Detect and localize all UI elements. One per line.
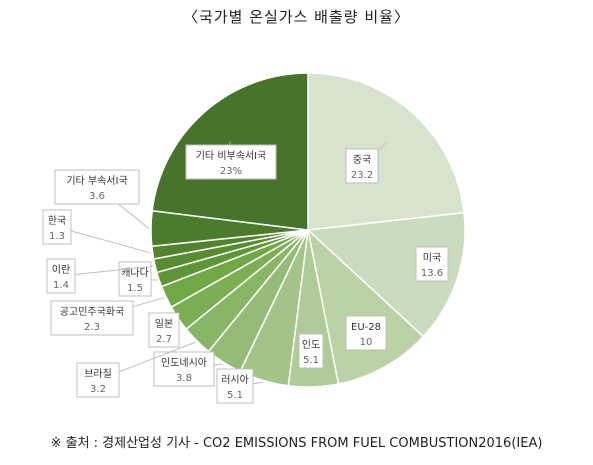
- callout-box: [148, 312, 180, 348]
- callout-leader: [60, 265, 154, 277]
- source-note: ※ 출처 : 경제산업성 기사 - CO2 EMISSIONS FROM FUE…: [50, 436, 543, 451]
- slice-value: 23%: [220, 166, 242, 177]
- callout-box: [76, 362, 120, 398]
- slice-value: 5.1: [303, 355, 319, 366]
- slice-value: 5.1: [227, 390, 243, 401]
- callout-box: [46, 258, 76, 294]
- slice-value: 1.4: [53, 280, 69, 291]
- slice-label: 인도네시아: [161, 357, 207, 369]
- slice-value: 3.2: [90, 384, 106, 395]
- callout-box: [42, 209, 72, 245]
- callout-box: [185, 144, 277, 180]
- pie-callouts: 중국 23.2 미국 13.6 EU-28 10 인도 5.1 러시아 5.1 인도네시아 3.8 브라…: [42, 141, 449, 404]
- callout-box: [345, 315, 387, 351]
- slice-value: 23.2: [351, 170, 373, 181]
- callout-box: [415, 246, 449, 282]
- callout-box: [54, 169, 140, 205]
- slice-value: 10: [360, 337, 373, 348]
- callout-box: [50, 300, 134, 336]
- slice-value: 3.6: [89, 191, 105, 202]
- slice-value: 13.6: [421, 268, 443, 279]
- callout-leader: [56, 226, 151, 254]
- slice-label: 한국: [48, 215, 66, 227]
- slice-label: 기타 비부속서I국: [196, 150, 267, 162]
- slice-label: 인도: [302, 339, 320, 351]
- callout-box: [153, 351, 215, 387]
- pie-slice: [306, 211, 466, 338]
- slice-label: 중국: [353, 154, 371, 166]
- slice-label: EU-28: [351, 322, 381, 333]
- pie-slice: [306, 227, 425, 385]
- pie-slices: [150, 72, 466, 388]
- slice-value: 2.3: [84, 322, 100, 333]
- callout-box: [298, 333, 324, 369]
- slice-label: 브라질: [84, 368, 112, 380]
- slice-label: 공고민주국화국: [60, 306, 124, 318]
- slice-value: 3.8: [176, 373, 192, 384]
- slice-value: 1.3: [49, 231, 65, 242]
- slice-label: 기타 부속서I국: [66, 175, 127, 187]
- slice-label: 캐나다: [121, 267, 149, 279]
- slice-label: 미국: [423, 252, 441, 264]
- slice-label: 이란: [52, 264, 70, 276]
- slice-value: 2.7: [156, 334, 172, 345]
- slice-label: 일본: [155, 318, 173, 330]
- slice-label: 러시아: [221, 374, 249, 386]
- pie-slice: [307, 72, 465, 231]
- chart-title: 〈국가별 온실가스 배출량 비율〉: [183, 8, 410, 26]
- callout-box: [216, 368, 254, 404]
- slice-value: 1.5: [127, 283, 143, 294]
- callout-box: [345, 148, 379, 184]
